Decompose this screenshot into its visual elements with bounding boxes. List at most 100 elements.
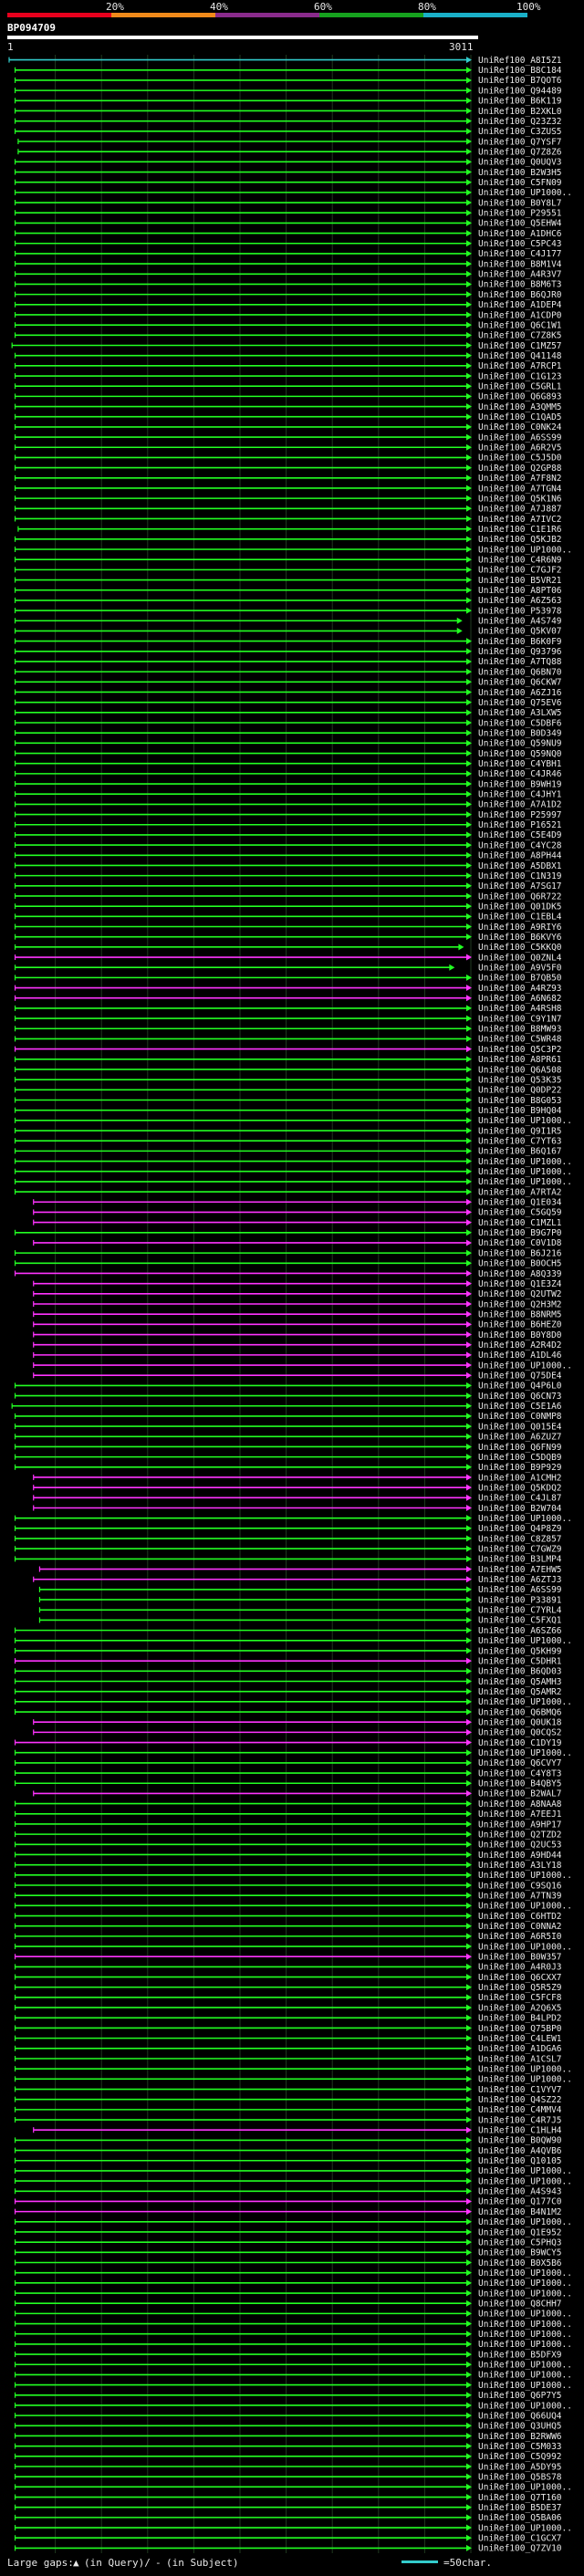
hit-row[interactable]: UniRef100_A7RTA2: [14, 1187, 562, 1197]
hit-label[interactable]: UniRef100_Q53K35: [478, 1075, 562, 1085]
hit-row[interactable]: UniRef100_UP1000..: [33, 1361, 572, 1371]
hit-row[interactable]: UniRef100_B3LMP4: [14, 1555, 562, 1565]
hit-label[interactable]: UniRef100_C7YT63: [478, 1136, 562, 1146]
hit-label[interactable]: UniRef100_Q2GP88: [478, 464, 562, 474]
hit-label[interactable]: UniRef100_Q66UQ4: [478, 2411, 562, 2421]
hit-row[interactable]: UniRef100_C1E1R6: [17, 525, 562, 535]
hit-label[interactable]: UniRef100_C0V1D8: [478, 1238, 562, 1248]
hit-label[interactable]: UniRef100_A2Q6X5: [478, 2003, 562, 2013]
hit-row[interactable]: UniRef100_B8C184: [14, 66, 562, 76]
hit-label[interactable]: UniRef100_C4YBH1: [478, 759, 562, 769]
hit-row[interactable]: UniRef100_B0QW90: [14, 2136, 562, 2146]
hit-row[interactable]: UniRef100_Q5KH99: [14, 1646, 562, 1656]
hit-label[interactable]: UniRef100_A7TN39: [478, 1891, 562, 1901]
hit-label[interactable]: UniRef100_B8G053: [478, 1096, 562, 1106]
hit-row[interactable]: UniRef100_A3LY18: [14, 1861, 562, 1871]
hit-label[interactable]: UniRef100_Q177C0: [478, 2197, 562, 2207]
hit-label[interactable]: UniRef100_C7GJF2: [478, 566, 562, 576]
hit-label[interactable]: UniRef100_B3LMP4: [478, 1555, 562, 1565]
hit-row[interactable]: UniRef100_C4JL87: [33, 1494, 562, 1504]
hit-row[interactable]: UniRef100_A6R5I0: [14, 1932, 562, 1942]
hit-row[interactable]: UniRef100_B7QOT6: [14, 76, 562, 86]
hit-label[interactable]: UniRef100_UP1000..: [478, 2075, 572, 2085]
hit-label[interactable]: UniRef100_C4MMV4: [478, 2105, 562, 2115]
hit-label[interactable]: UniRef100_A4QVB6: [478, 2146, 562, 2156]
hit-row[interactable]: UniRef100_A7TGN4: [14, 484, 562, 494]
hit-row[interactable]: UniRef100_Q6C1W1: [14, 320, 562, 330]
hit-row[interactable]: UniRef100_A5DBX1: [14, 861, 562, 871]
hit-row[interactable]: UniRef100_UP1000..: [14, 2381, 572, 2391]
hit-row[interactable]: UniRef100_UP1000..: [14, 2217, 572, 2227]
hit-row[interactable]: UniRef100_Q6FN99: [14, 1443, 562, 1453]
hit-label[interactable]: UniRef100_C4JL87: [478, 1494, 562, 1504]
hit-row[interactable]: UniRef100_P29551: [14, 209, 562, 219]
hit-label[interactable]: UniRef100_B0OCH5: [478, 1259, 562, 1269]
hit-row[interactable]: UniRef100_A3QMM5: [14, 402, 562, 412]
hit-row[interactable]: UniRef100_C0NK24: [14, 422, 562, 433]
hit-row[interactable]: UniRef100_UP1000..: [14, 1167, 572, 1177]
hit-row[interactable]: UniRef100_UP1000..: [14, 2310, 572, 2320]
hit-label[interactable]: UniRef100_A2R4D2: [478, 1340, 562, 1351]
hit-label[interactable]: UniRef100_A8PH44: [478, 851, 562, 861]
hit-label[interactable]: UniRef100_Q5K1N6: [478, 494, 562, 504]
hit-label[interactable]: UniRef100_B9P929: [478, 1463, 562, 1473]
hit-label[interactable]: UniRef100_Q2UTW2: [478, 1289, 562, 1299]
hit-row[interactable]: UniRef100_Q93796: [14, 647, 562, 657]
hit-row[interactable]: UniRef100_Q7YSF7: [17, 137, 562, 147]
hit-label[interactable]: UniRef100_A6SZ66: [478, 1626, 562, 1636]
hit-row[interactable]: UniRef100_C1QAD5: [14, 412, 562, 422]
hit-label[interactable]: UniRef100_UP1000..: [478, 2381, 572, 2391]
hit-label[interactable]: UniRef100_UP1000..: [478, 188, 572, 198]
hit-label[interactable]: UniRef100_A3QMM5: [478, 402, 562, 412]
hit-label[interactable]: UniRef100_B6HEZ0: [478, 1320, 562, 1330]
hit-label[interactable]: UniRef100_UP1000..: [478, 1636, 572, 1646]
hit-row[interactable]: UniRef100_A7A1D2: [14, 800, 562, 810]
hit-label[interactable]: UniRef100_UP1000..: [478, 2176, 572, 2186]
hit-row[interactable]: UniRef100_A4S749: [14, 617, 562, 627]
hit-row[interactable]: UniRef100_C1G123: [14, 371, 562, 381]
hit-label[interactable]: UniRef100_B8M6T3: [478, 280, 562, 290]
hit-label[interactable]: UniRef100_UP1000..: [478, 2340, 572, 2350]
hit-row[interactable]: UniRef100_Q6A508: [14, 1065, 562, 1075]
hit-label[interactable]: UniRef100_Q1E952: [478, 2227, 562, 2237]
hit-label[interactable]: UniRef100_C5FXQ1: [478, 1616, 562, 1626]
hit-row[interactable]: UniRef100_C5KKQ0: [14, 943, 562, 953]
hit-row[interactable]: UniRef100_Q75DE4: [33, 1371, 562, 1382]
hit-row[interactable]: UniRef100_UP1000..: [14, 2279, 572, 2289]
hit-row[interactable]: UniRef100_A5DY95: [14, 2462, 562, 2472]
hit-row[interactable]: UniRef100_A7TN39: [14, 1891, 562, 1901]
hit-row[interactable]: UniRef100_P16521: [14, 820, 562, 830]
hit-row[interactable]: UniRef100_A6SZ66: [14, 1626, 562, 1636]
hit-label[interactable]: UniRef100_UP1000..: [478, 1116, 572, 1126]
hit-label[interactable]: UniRef100_C5WR48: [478, 1035, 562, 1045]
hit-label[interactable]: UniRef100_B0D349: [478, 728, 562, 738]
hit-label[interactable]: UniRef100_B8C184: [478, 66, 562, 76]
hit-label[interactable]: UniRef100_C5J5D0: [478, 454, 562, 464]
hit-label[interactable]: UniRef100_A5DY95: [478, 2462, 562, 2472]
hit-row[interactable]: UniRef100_C4LEW1: [14, 2034, 562, 2044]
hit-label[interactable]: UniRef100_Q23Z32: [478, 117, 562, 127]
hit-label[interactable]: UniRef100_C5DHR1: [478, 1656, 562, 1666]
hit-row[interactable]: UniRef100_UP1000..: [14, 188, 572, 198]
hit-label[interactable]: UniRef100_UP1000..: [478, 1697, 572, 1707]
hit-label[interactable]: UniRef100_Q5KDQ2: [478, 1483, 562, 1493]
hit-label[interactable]: UniRef100_UP1000..: [478, 1902, 572, 1912]
hit-row[interactable]: UniRef100_A6SS99: [14, 433, 562, 443]
hit-label[interactable]: UniRef100_C5FCF8: [478, 1993, 562, 2003]
hit-row[interactable]: UniRef100_B0Y8L7: [14, 198, 562, 208]
hit-label[interactable]: UniRef100_C4JR46: [478, 769, 562, 779]
hit-row[interactable]: UniRef100_C4YBH1: [14, 759, 562, 769]
hit-row[interactable]: UniRef100_C9SQ16: [14, 1881, 562, 1891]
hit-label[interactable]: UniRef100_A7SG17: [478, 881, 562, 892]
hit-row[interactable]: UniRef100_A7J887: [14, 505, 562, 515]
hit-row[interactable]: UniRef100_A1CDP0: [14, 310, 562, 320]
hit-row[interactable]: UniRef100_UP1000..: [14, 2483, 572, 2493]
hit-label[interactable]: UniRef100_Q7T160: [478, 2493, 562, 2503]
hit-row[interactable]: UniRef100_C4J177: [14, 249, 562, 259]
hit-label[interactable]: UniRef100_C4R7J5: [478, 2115, 562, 2125]
hit-row[interactable]: UniRef100_B4N1M2: [14, 2207, 562, 2217]
hit-row[interactable]: UniRef100_C5FCF8: [14, 1993, 562, 2003]
hit-label[interactable]: UniRef100_C8Z857: [478, 1534, 562, 1544]
hit-label[interactable]: UniRef100_A3LXW5: [478, 708, 562, 718]
hit-row[interactable]: UniRef100_Q59NU9: [14, 739, 562, 749]
